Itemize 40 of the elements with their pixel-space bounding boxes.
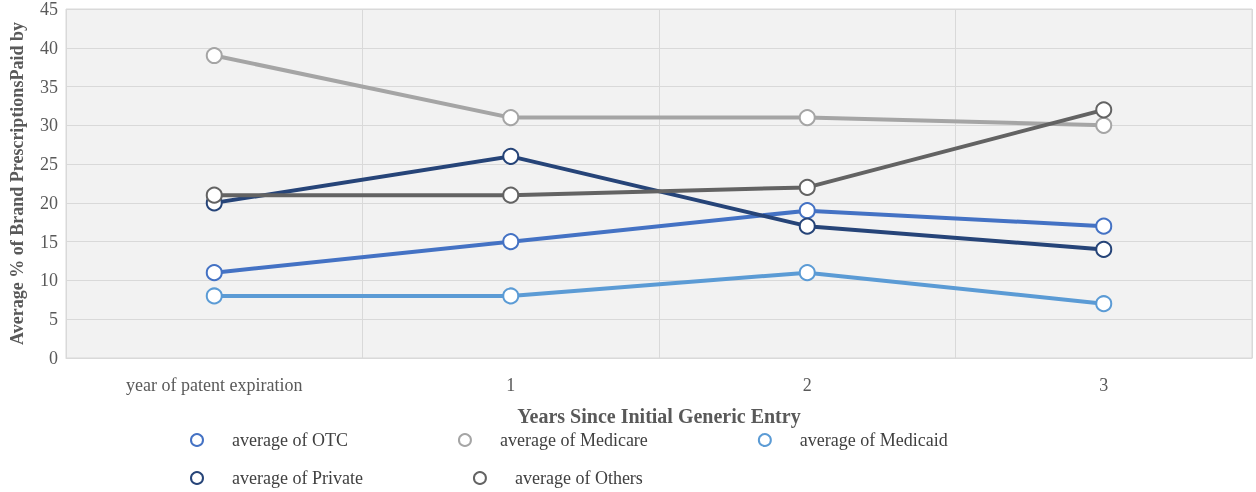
y-tick-label: 25 [40, 154, 58, 175]
point [205, 287, 223, 305]
y-tick-label: 20 [40, 192, 58, 213]
point [798, 202, 816, 220]
x-axis-title: Years Since Initial Generic Entry [517, 405, 801, 428]
point [1095, 101, 1113, 119]
point [502, 186, 520, 204]
y-axis-title: Average % of Brand PrescriptionsPaid by [7, 22, 27, 345]
legend-label: average of Others [514, 468, 643, 488]
point [1095, 240, 1113, 258]
point [205, 264, 223, 282]
legend-label: average of OTC [232, 430, 348, 450]
legend-label: average of Private [232, 468, 363, 488]
point [1095, 217, 1113, 235]
point [798, 109, 816, 127]
x-tick-label: year of patent expiration [126, 375, 303, 395]
point [502, 233, 520, 251]
point [1095, 295, 1113, 313]
x-tick-label: 1 [506, 375, 516, 395]
point [1095, 116, 1113, 134]
point [205, 186, 223, 204]
point [205, 47, 223, 65]
y-tick-label: 40 [40, 37, 58, 58]
y-tick-label: 30 [40, 115, 58, 136]
y-tick-label: 35 [40, 76, 58, 97]
y-tick-label: 45 [40, 0, 58, 19]
point [798, 178, 816, 196]
y-tick-label: 0 [49, 348, 58, 368]
point [502, 147, 520, 165]
x-tick-label: 2 [802, 375, 812, 395]
point [798, 264, 816, 282]
y-tick-label: 15 [40, 231, 58, 252]
legend-label: average of Medicare [499, 430, 648, 450]
point [502, 109, 520, 127]
x-tick-label: 3 [1099, 375, 1109, 395]
point [798, 217, 816, 235]
point [502, 287, 520, 305]
y-tick-label: 10 [40, 270, 58, 291]
y-tick-label: 5 [49, 309, 58, 330]
legend-label: average of Medicaid [799, 430, 948, 450]
